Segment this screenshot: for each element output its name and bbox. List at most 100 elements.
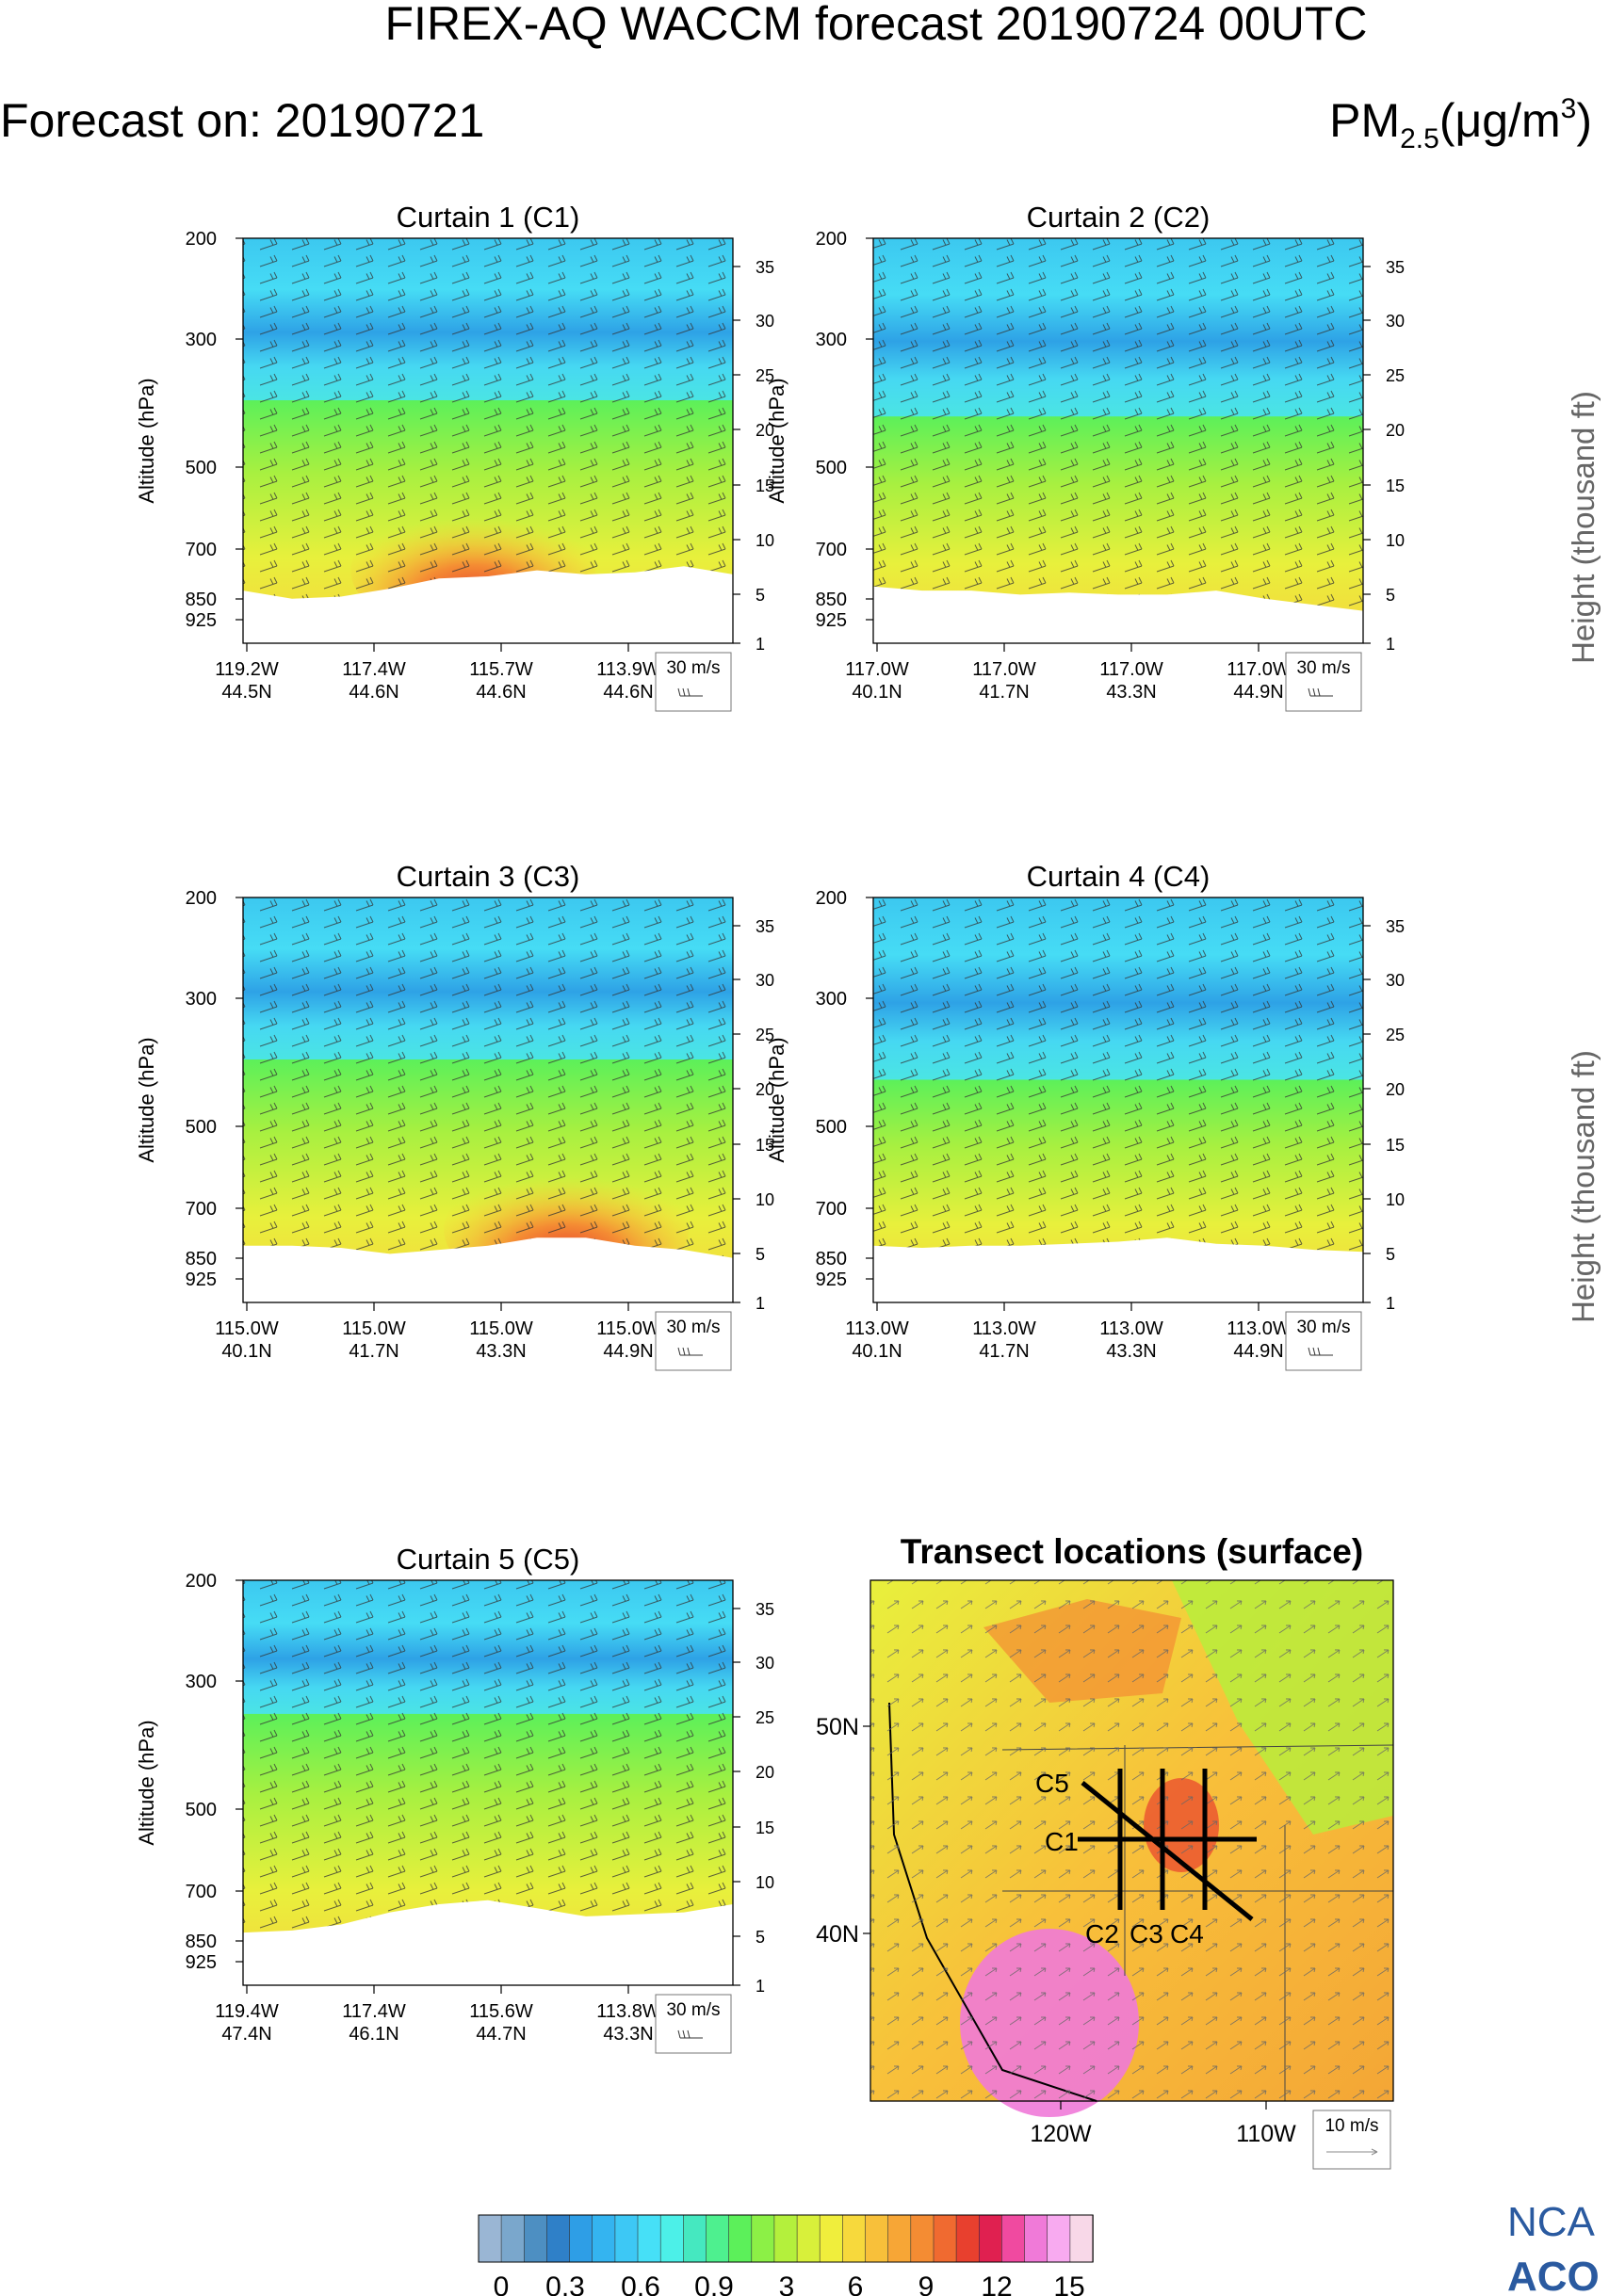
height-tick-label: 35 [1386,258,1405,277]
transect-c5 [1081,1781,1254,1921]
altitude-axis-label: Altitude (hPa) [135,1037,158,1162]
lat-tick-label: 43.3N [476,1341,526,1362]
terrain [873,1237,1363,1302]
height-tick-label: 10 [1386,1190,1405,1209]
pressure-tick-label: 200 [186,1571,217,1592]
height-tick-label: 20 [756,1080,774,1099]
lat-tick-label: 46.1N [349,2024,398,2045]
pressure-tick-label: 850 [816,1249,847,1269]
colorbar-label: 12 [981,2272,1012,2296]
wind-reference-barb [1308,1347,1333,1356]
wind-reference-barb [1308,687,1333,697]
plot-frame [872,237,1364,644]
transect-label: C4 [1170,1919,1204,1948]
pressure-tick-label: 925 [816,1269,847,1290]
height-tick-label: 30 [756,1654,774,1673]
height-tick-label: 25 [1386,366,1405,385]
height-tick-label: 5 [1386,586,1395,605]
pressure-tick-label: 850 [186,590,217,610]
pressure-tick-label: 300 [186,1672,217,1692]
colorbar-label: 0 [494,2272,510,2296]
lon-tick-label: 119.2W [215,659,279,680]
lat-tick-label: 44.7N [476,2024,526,2045]
pressure-tick-label: 500 [186,1117,217,1138]
pressure-tick-label: 500 [186,1800,217,1820]
colorbar-swatch [546,2214,571,2263]
height-tick-label: 5 [1386,1245,1395,1264]
colorbar-swatch [637,2214,661,2263]
terrain [243,1900,733,1985]
lat-tick-label: 44.6N [603,682,653,703]
colorbar: 0 0.3 0.6 0.9 3 6 9 12 15 [478,2214,1094,2296]
curtain-title: Curtain 1 (C1) [397,201,580,234]
wind-reference-box [1285,1311,1362,1371]
map-lon-label: 120W [1030,2121,1092,2147]
pressure-tick-label: 925 [186,1269,217,1290]
logo-line1: NCA [1507,2199,1596,2245]
colorbar-swatch [751,2214,775,2263]
plot-frame [872,897,1364,1303]
plot-frame [242,1579,734,1986]
plot-frame [242,237,734,644]
pressure-tick-label: 200 [186,229,217,250]
plot-frame [242,897,734,1303]
wind-reference-label: 30 m/s [1296,1318,1350,1337]
map-lon-label: 110W [1236,2121,1296,2147]
pressure-tick-label: 200 [186,888,217,909]
right-axis-label-row2: Height (thousand ft) [1566,1050,1601,1323]
curtain-title: Curtain 5 (C5) [397,1543,580,1576]
map-lat-label: 40N [816,1921,859,1948]
height-tick-label: 1 [756,1294,765,1313]
height-tick-label: 5 [756,586,765,605]
wind-reference-barb [677,687,703,697]
height-tick-label: 30 [1386,971,1405,990]
height-tick-label: 15 [756,1136,774,1155]
colorbar-swatch [523,2214,548,2263]
height-tick-label: 35 [756,258,774,277]
pressure-tick-label: 925 [186,1952,217,1973]
lat-tick-label: 44.5N [221,682,271,703]
pressure-tick-label: 700 [186,1882,217,1902]
wind-reference-barb [677,1347,703,1356]
lat-tick-label: 47.4N [221,2024,271,2045]
pressure-tick-label: 850 [186,1932,217,1952]
colorbar-label: 0.9 [694,2272,734,2296]
right-axis-label-row1: Height (thousand ft) [1566,391,1601,664]
height-tick-label: 1 [756,1977,765,1996]
height-tick-label: 20 [1386,421,1405,440]
transect-label: C1 [1045,1827,1079,1856]
wind-barbs [873,238,1363,643]
colorbar-label: 9 [918,2272,935,2296]
colorbar-swatch [592,2214,616,2263]
terrain [243,566,733,643]
quantity-sup: 3 [1561,93,1577,124]
wind-reference-box [655,1994,732,2054]
lon-tick-label: 119.4W [215,2001,279,2022]
height-tick-label: 5 [756,1928,765,1947]
altitude-axis-label: Altitude (hPa) [765,1037,788,1162]
lon-tick-label: 115.0W [215,1318,279,1339]
lon-tick-label: 117.0W [1227,659,1291,680]
colorbar-swatch [706,2214,730,2263]
quantity-unit: (μg/m [1439,94,1561,147]
height-tick-label: 15 [1386,477,1405,495]
map-wind-reference-arrow [1326,2148,1378,2156]
colorbar-swatch [659,2214,685,2263]
height-tick-label: 1 [756,635,765,654]
lon-tick-label: 117.4W [342,2001,406,2022]
colorbar-swatch [955,2214,980,2263]
pressure-tick-label: 700 [186,1199,217,1220]
wind-reference-barb [677,2029,703,2039]
colorbar-swatch [728,2214,753,2263]
pressure-tick-label: 850 [816,590,847,610]
altitude-axis-label: Altitude (hPa) [135,1720,158,1845]
height-tick-label: 1 [1386,1294,1395,1313]
height-tick-label: 25 [756,1026,774,1044]
height-tick-label: 5 [756,1245,765,1264]
lat-tick-label: 44.9N [1233,682,1283,703]
colorbar-label: 15 [1053,2272,1084,2296]
height-tick-label: 25 [1386,1026,1405,1044]
